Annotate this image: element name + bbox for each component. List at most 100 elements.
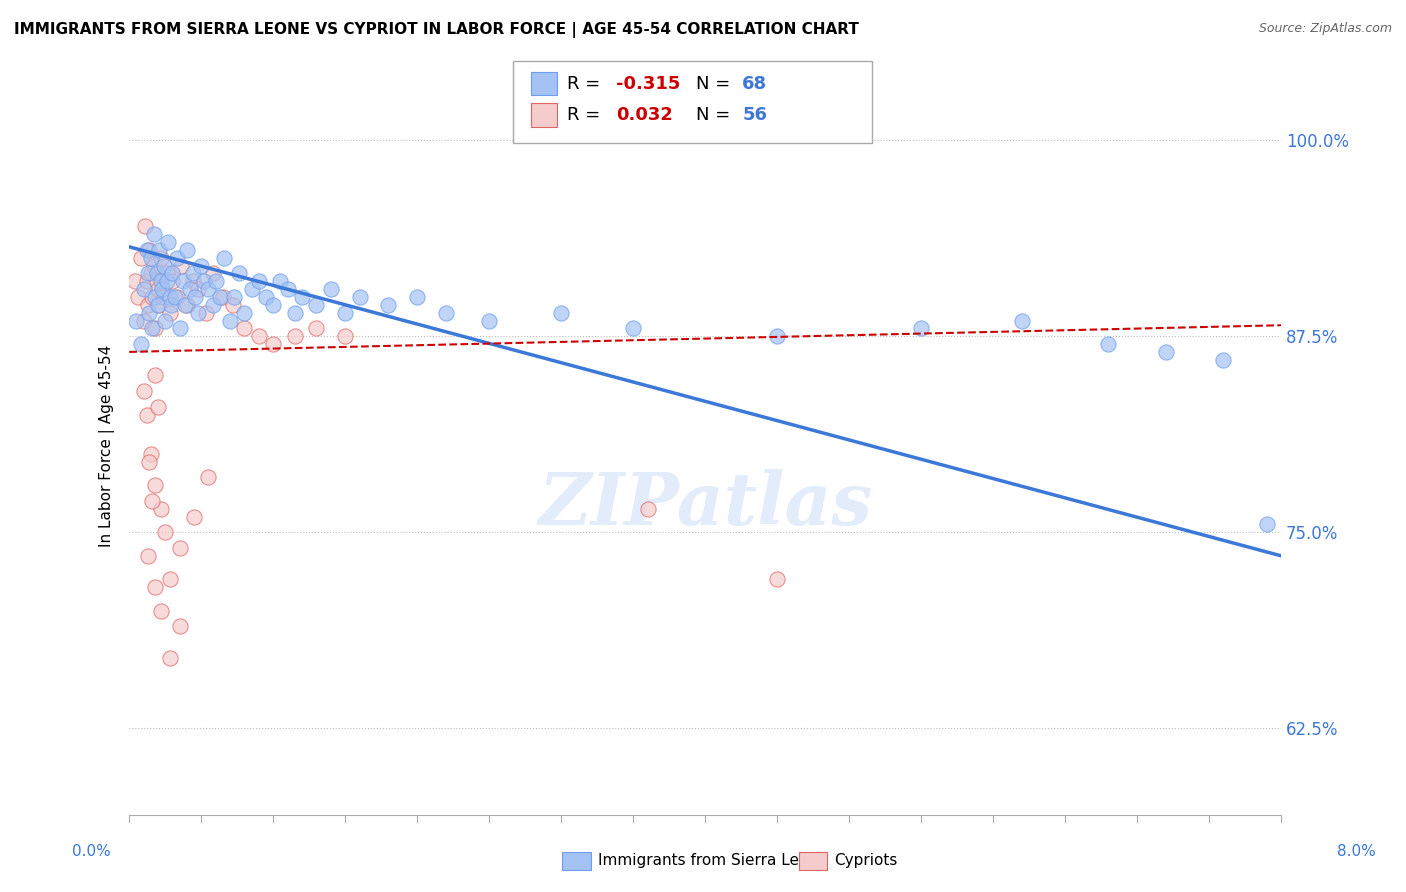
Point (434, 306, 457, 320)
Point (478, 313, 501, 327)
Point (319, 282, 342, 296)
Point (146, 400, 169, 414)
Point (637, 501, 659, 516)
Point (208, 290, 231, 304)
Point (247, 274, 270, 288)
Point (138, 306, 160, 320)
Point (233, 306, 256, 320)
Point (222, 298, 245, 312)
Point (150, 282, 173, 296)
Point (139, 447, 162, 461)
Point (305, 321, 328, 335)
Point (135, 274, 157, 288)
Text: Cypriots: Cypriots (834, 854, 897, 868)
Text: 8.0%: 8.0% (1337, 845, 1376, 859)
Point (194, 306, 217, 320)
Point (335, 306, 357, 320)
Point (162, 267, 184, 281)
Y-axis label: In Labor Force | Age 45-54: In Labor Force | Age 45-54 (100, 345, 115, 547)
Point (766, 572, 789, 586)
Point (335, 329, 357, 343)
Point (125, 313, 148, 327)
Point (153, 259, 176, 273)
Point (193, 274, 215, 288)
Point (124, 274, 146, 288)
Point (349, 290, 371, 304)
Point (190, 259, 212, 273)
Text: 56: 56 (742, 106, 768, 124)
Point (159, 572, 181, 586)
Point (166, 290, 188, 304)
Point (262, 298, 284, 312)
Point (197, 282, 219, 296)
Point (149, 501, 172, 516)
Point (149, 274, 172, 288)
Point (148, 298, 170, 312)
Point (1256, 517, 1278, 532)
Text: -0.315: -0.315 (616, 75, 681, 93)
Point (143, 321, 166, 335)
Point (284, 329, 307, 343)
Point (169, 321, 191, 335)
Point (132, 384, 155, 398)
Point (132, 313, 155, 327)
Point (129, 337, 152, 351)
Point (219, 313, 242, 327)
Point (621, 321, 644, 335)
Point (277, 282, 299, 296)
Point (155, 525, 177, 540)
Point (305, 298, 328, 312)
Point (181, 267, 204, 281)
Point (254, 290, 277, 304)
Point (138, 243, 160, 257)
Point (406, 290, 429, 304)
Point (233, 321, 256, 335)
Point (269, 274, 291, 288)
Point (143, 290, 166, 304)
Point (135, 408, 157, 422)
Point (141, 290, 163, 304)
Text: N =: N = (696, 106, 735, 124)
Point (145, 267, 167, 281)
Point (174, 298, 197, 312)
Point (172, 274, 194, 288)
Point (197, 470, 219, 484)
Point (179, 282, 201, 296)
Point (132, 282, 155, 296)
Point (165, 290, 187, 304)
Point (143, 368, 166, 383)
Point (155, 313, 177, 327)
Point (139, 251, 162, 265)
Point (169, 619, 191, 633)
Text: R =: R = (567, 75, 606, 93)
Point (211, 290, 233, 304)
Point (145, 274, 167, 288)
Point (183, 509, 205, 524)
Point (138, 455, 160, 469)
Point (141, 321, 163, 335)
Point (1212, 352, 1234, 367)
Text: N =: N = (696, 75, 735, 93)
Point (550, 306, 572, 320)
Point (187, 306, 209, 320)
Point (142, 259, 165, 273)
Point (1011, 313, 1033, 327)
Point (204, 274, 226, 288)
Point (377, 298, 399, 312)
Point (184, 290, 207, 304)
Point (146, 298, 169, 312)
Point (159, 650, 181, 665)
Point (284, 306, 307, 320)
Point (146, 282, 169, 296)
Point (228, 267, 250, 281)
Point (141, 494, 163, 508)
Point (169, 541, 191, 555)
Point (766, 329, 789, 343)
Point (214, 251, 236, 265)
Point (129, 251, 152, 265)
Point (149, 604, 172, 618)
Point (157, 235, 180, 249)
Point (142, 227, 165, 242)
Point (153, 290, 176, 304)
Point (170, 259, 193, 273)
